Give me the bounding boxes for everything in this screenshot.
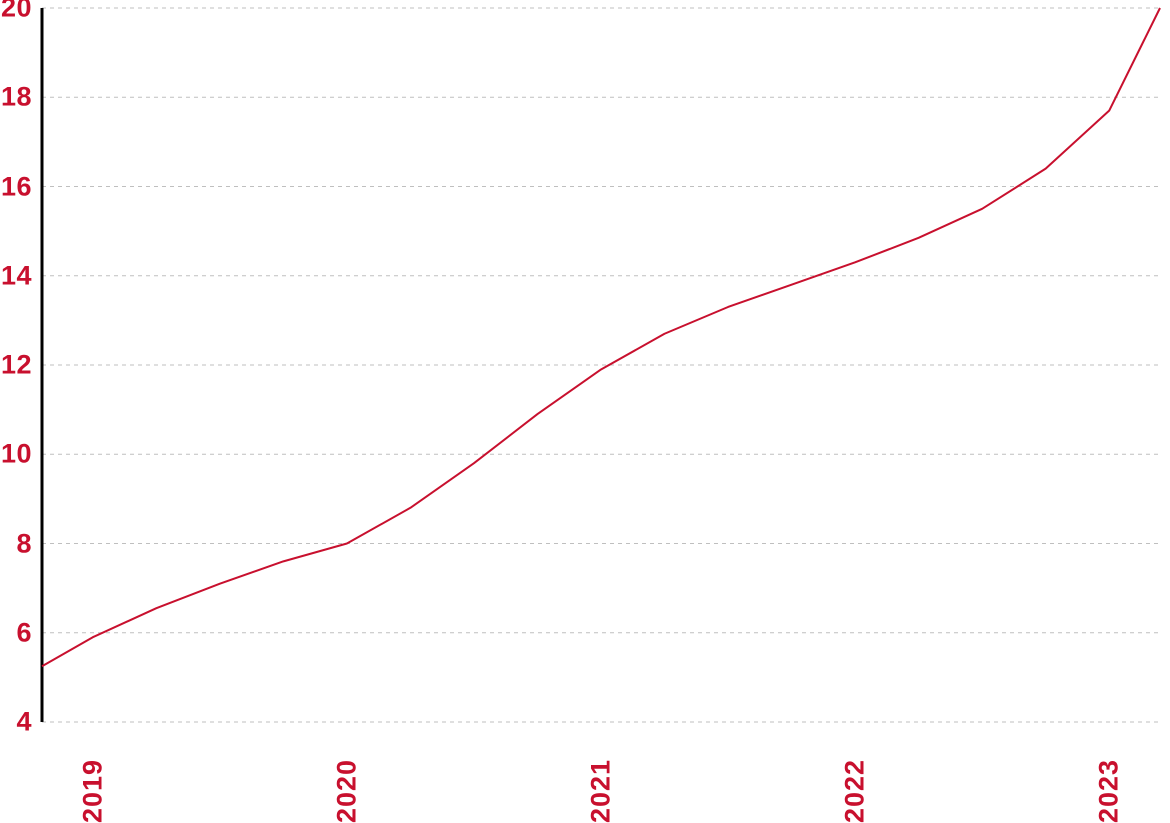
y-tick-label: 6 [0,617,32,648]
y-tick-label: 8 [0,528,32,559]
x-tick-label: 2023 [1094,759,1125,823]
x-tick-label: 2020 [331,759,362,823]
x-tick-label: 2022 [840,759,871,823]
line-chart: 46810121416182020192020202120222023 [0,0,1170,797]
y-tick-label: 10 [0,439,32,470]
x-tick-label: 2019 [77,759,108,823]
y-tick-label: 18 [0,82,32,113]
y-tick-label: 4 [0,707,32,738]
y-tick-label: 20 [0,0,32,24]
y-tick-label: 16 [0,171,32,202]
chart-svg [0,0,1170,797]
y-tick-label: 12 [0,350,32,381]
y-tick-label: 14 [0,260,32,291]
x-tick-label: 2021 [586,759,617,823]
